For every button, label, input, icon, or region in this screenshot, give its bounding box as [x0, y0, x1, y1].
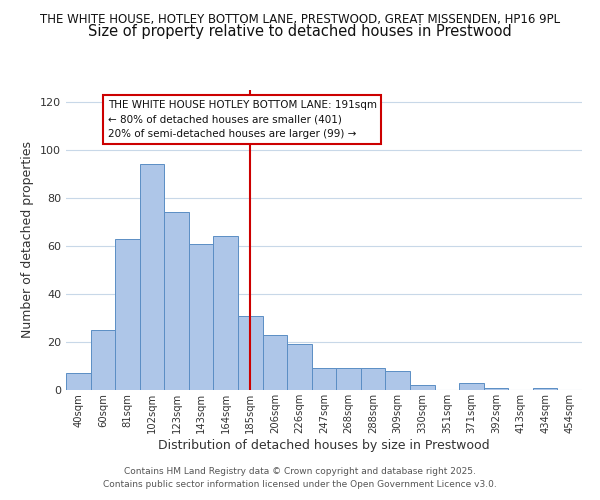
X-axis label: Distribution of detached houses by size in Prestwood: Distribution of detached houses by size …: [158, 438, 490, 452]
Bar: [533, 388, 557, 390]
Bar: [484, 388, 508, 390]
Bar: [189, 244, 214, 390]
Bar: [410, 385, 434, 390]
Bar: [385, 371, 410, 390]
Bar: [66, 373, 91, 390]
Bar: [263, 335, 287, 390]
Bar: [164, 212, 189, 390]
Text: THE WHITE HOUSE HOTLEY BOTTOM LANE: 191sqm
← 80% of detached houses are smaller : THE WHITE HOUSE HOTLEY BOTTOM LANE: 191s…: [108, 100, 377, 139]
Y-axis label: Number of detached properties: Number of detached properties: [22, 142, 34, 338]
Bar: [140, 164, 164, 390]
Bar: [115, 239, 140, 390]
Bar: [214, 236, 238, 390]
Bar: [336, 368, 361, 390]
Bar: [312, 368, 336, 390]
Bar: [238, 316, 263, 390]
Bar: [361, 368, 385, 390]
Text: Contains HM Land Registry data © Crown copyright and database right 2025.
Contai: Contains HM Land Registry data © Crown c…: [103, 468, 497, 489]
Text: THE WHITE HOUSE, HOTLEY BOTTOM LANE, PRESTWOOD, GREAT MISSENDEN, HP16 9PL: THE WHITE HOUSE, HOTLEY BOTTOM LANE, PRE…: [40, 12, 560, 26]
Bar: [91, 330, 115, 390]
Text: Size of property relative to detached houses in Prestwood: Size of property relative to detached ho…: [88, 24, 512, 39]
Bar: [459, 383, 484, 390]
Bar: [287, 344, 312, 390]
